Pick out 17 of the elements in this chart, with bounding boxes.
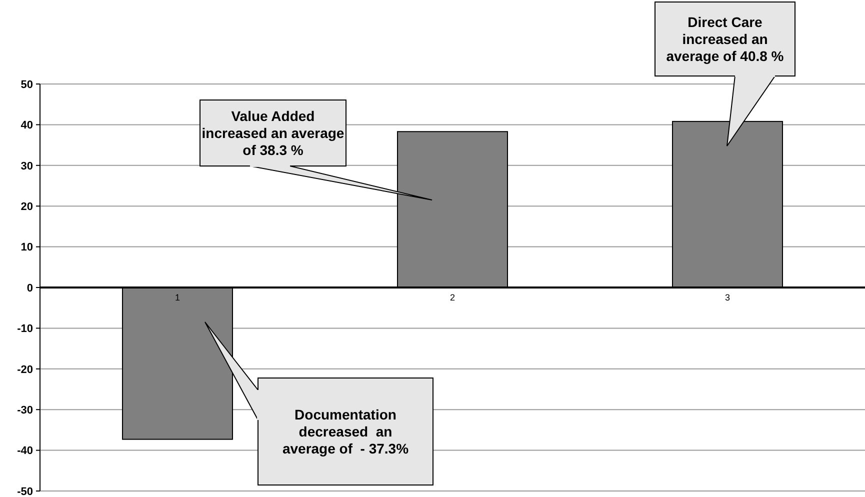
x-tick-label: 2 [450,292,456,302]
x-tick-label: 1 [174,292,180,302]
y-tick-label: 0 [26,282,33,294]
annotation: Value Added increased an average of 38.3 % [202,108,344,158]
y-tick-label: 30 [20,160,33,172]
y-tick-label: -40 [17,445,33,458]
y-tick-label: -20 [17,364,33,376]
text: Direct Care increased an average of 40.8 % [666,14,784,64]
y-tick-label: -10 [17,323,33,336]
y-tick-label: -50 [17,486,33,497]
y-tick-label: 10 [20,242,33,254]
annotation: Documentation decreased an average of - 37.3% [282,406,410,456]
y-tick-label: 50 [20,78,33,91]
y-tick-label: 20 [20,200,33,213]
x-tick-label: 3 [724,292,730,302]
y-tick-label: -30 [17,404,33,416]
y-tick-label: 40 [20,120,33,132]
